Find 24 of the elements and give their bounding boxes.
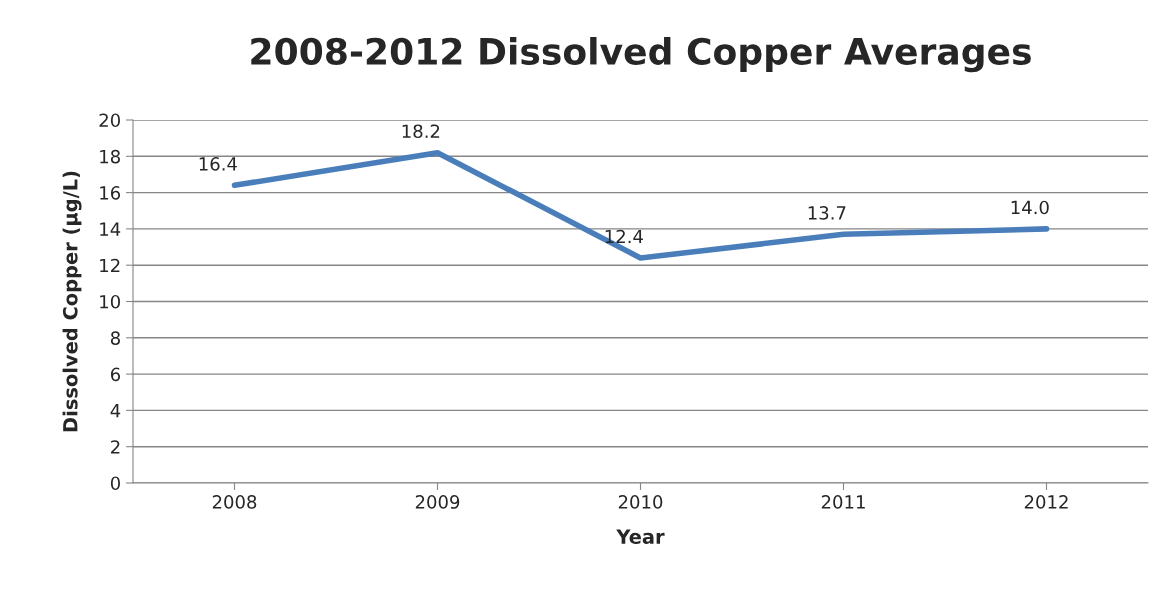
x-tick-label: 2012 xyxy=(1024,495,1068,509)
y-tick-label: 4 xyxy=(110,404,121,418)
x-tick-label: 2011 xyxy=(821,495,865,509)
y-tick-label: 12 xyxy=(100,258,120,273)
y-tick-label: 10 xyxy=(100,294,120,309)
data-label: 18.2 xyxy=(402,124,440,139)
y-tick-label: 8 xyxy=(110,331,120,345)
y-tick-label: 2 xyxy=(111,440,120,454)
y-tick-label: 18 xyxy=(100,149,120,164)
y-tick-label: 20 xyxy=(99,113,120,128)
x-tick-label: 2010 xyxy=(618,495,663,509)
y-tick-label: 6 xyxy=(110,367,121,382)
data-label: 14.0 xyxy=(1011,200,1049,215)
x-axis-title: Year xyxy=(616,529,665,544)
y-tick-label: 16 xyxy=(100,186,121,200)
data-label: 13.7 xyxy=(808,206,846,220)
y-tick-label: 14 xyxy=(100,222,121,236)
data-label: 16.4 xyxy=(199,157,237,171)
x-tick-label: 2009 xyxy=(415,495,460,509)
chart-title: 2008-2012 Dissolved Copper Averages xyxy=(251,37,1031,73)
x-tick-label: 2008 xyxy=(212,495,257,509)
y-tick-label: 0 xyxy=(110,476,120,491)
data-label: 12.4 xyxy=(605,229,643,244)
y-axis-title: Dissolved Copper (µg/L) xyxy=(62,171,82,432)
